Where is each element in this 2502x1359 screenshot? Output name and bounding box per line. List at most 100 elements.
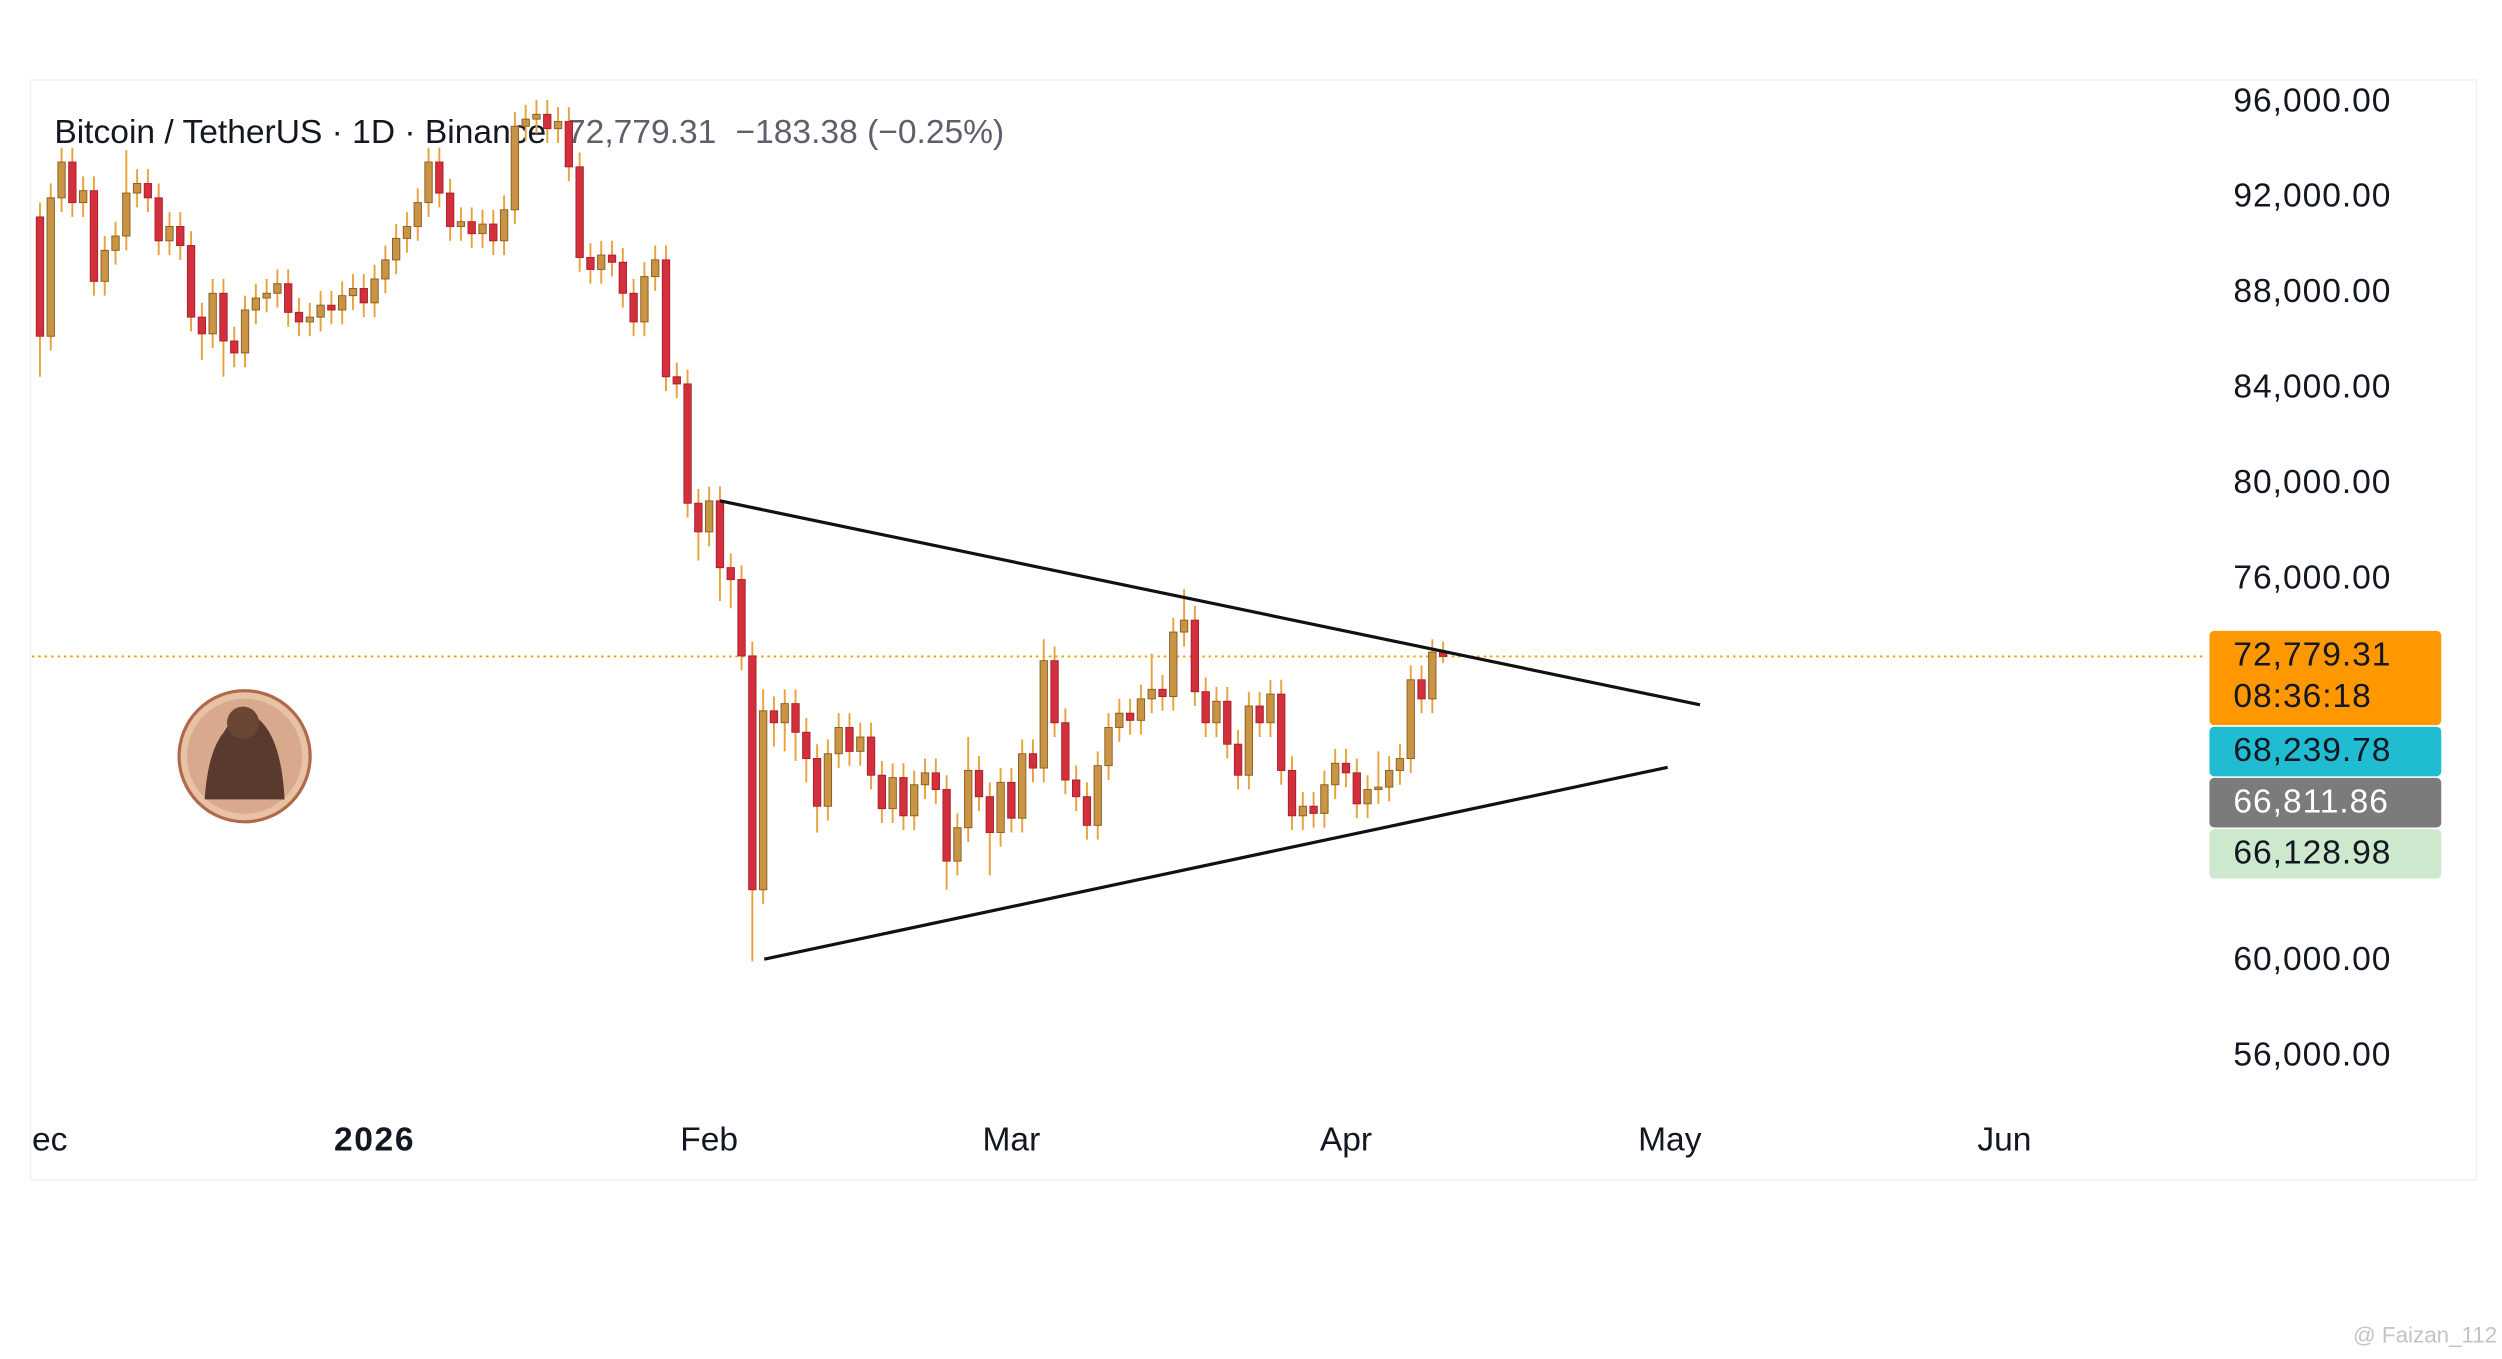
candle-body	[327, 304, 336, 311]
candle-body	[499, 209, 509, 242]
candle-body	[111, 235, 120, 251]
candle-body	[866, 736, 876, 776]
candle-body	[1223, 700, 1232, 745]
candle-body	[57, 161, 66, 199]
candle-body	[1255, 705, 1264, 724]
candle-body	[607, 254, 617, 263]
x-tick-label: 2026	[334, 1121, 415, 1158]
candle-body	[489, 223, 498, 242]
candle-body	[974, 769, 984, 798]
candle-body	[348, 288, 358, 297]
candle-body	[1071, 779, 1081, 798]
candle-body	[942, 789, 951, 862]
candle-body	[424, 161, 433, 204]
candle-body	[186, 245, 196, 318]
candle-body	[338, 295, 347, 311]
price-badge	[2209, 829, 2442, 879]
candle-body	[1266, 693, 1275, 724]
candle-body	[1385, 769, 1394, 788]
x-tick-label: Feb	[680, 1121, 738, 1158]
candle-body	[532, 113, 541, 120]
price-badge	[2209, 777, 2442, 828]
candle-body	[683, 383, 692, 504]
candle-body	[1179, 619, 1189, 633]
candle-body	[445, 192, 455, 227]
candle-body	[802, 731, 811, 760]
candle-body	[1093, 765, 1102, 826]
candle-body	[1082, 796, 1092, 826]
candle-body	[1061, 722, 1070, 781]
candle-body	[845, 727, 854, 752]
price-badge-label: 72,779.31	[2233, 636, 2391, 673]
candle-body	[1158, 688, 1167, 697]
candle-body	[122, 192, 131, 237]
candle-body	[877, 774, 887, 810]
candle-body	[651, 259, 660, 278]
candle-body	[154, 197, 163, 242]
candle-body	[1028, 753, 1038, 769]
candle-body	[1406, 679, 1415, 760]
y-tick-label: 88,000.00	[2233, 273, 2391, 310]
candle-body	[543, 113, 552, 130]
candle-body	[964, 769, 973, 829]
candle-body	[920, 772, 930, 786]
chart-frame	[29, 79, 2478, 1181]
candle-body	[176, 225, 185, 247]
y-tick-label: 84,000.00	[2233, 369, 2391, 406]
candle-body	[46, 197, 55, 337]
y-tick-label: 96,000.00	[2233, 82, 2391, 119]
candle-body	[240, 309, 250, 354]
candle-body	[586, 257, 595, 270]
candle-body	[294, 311, 304, 323]
axes: 96,000.00 92,000.00 88,000.00 84,000.00 80,0…	[32, 82, 2391, 1158]
candle-body	[305, 316, 314, 323]
price-badge	[2209, 630, 2442, 726]
candle-body	[899, 777, 908, 817]
x-tick-label: ec	[32, 1121, 67, 1158]
candle-body	[726, 567, 735, 581]
candle-body	[413, 202, 422, 227]
candle-body	[672, 376, 681, 385]
candle-body	[1007, 781, 1016, 819]
candle-body	[575, 166, 584, 258]
x-tick-label: Apr	[1320, 1121, 1372, 1158]
candle-body	[1039, 660, 1048, 769]
candle-body	[1417, 679, 1426, 700]
candle-body	[1320, 784, 1329, 814]
y-tick-label: 56,000.00	[2233, 1037, 2391, 1074]
candle-body	[391, 237, 401, 261]
candle-body	[1363, 789, 1372, 805]
trendline	[719, 499, 1701, 707]
price-badge-label: 66,128.98	[2233, 835, 2391, 872]
candle-body	[143, 183, 153, 199]
candle-body	[661, 259, 671, 378]
candle-body	[715, 500, 725, 569]
trendline	[763, 765, 1668, 961]
candle-body	[996, 781, 1005, 833]
candle-body	[705, 500, 714, 533]
candle-body	[953, 827, 962, 862]
candle-body	[402, 225, 412, 239]
candle-body	[316, 304, 325, 318]
candle-body	[1169, 631, 1178, 697]
candle-body	[1136, 698, 1146, 721]
watermark: @ Faizan_112	[2353, 1322, 2497, 1347]
candle-body	[370, 278, 379, 304]
candle-body	[521, 118, 530, 127]
candle-body	[197, 316, 207, 335]
candle-body	[510, 125, 520, 211]
logo-head	[227, 706, 259, 739]
x-tick-label: Jun	[1977, 1121, 2031, 1158]
header-change: −183.38 (−0.25%)	[735, 114, 1004, 151]
candle-body	[1115, 712, 1124, 728]
y-tick-label: 60,000.00	[2233, 941, 2391, 978]
candle-body	[910, 784, 919, 817]
candle-body	[1331, 762, 1340, 786]
candle-body	[456, 221, 466, 227]
candle-body	[769, 710, 779, 724]
price-badge-label: 68,239.78	[2233, 732, 2391, 769]
candle-body	[381, 259, 390, 280]
candle-body	[564, 121, 574, 168]
